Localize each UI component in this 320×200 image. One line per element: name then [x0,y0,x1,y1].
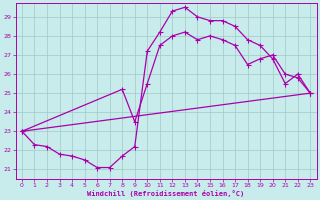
X-axis label: Windchill (Refroidissement éolien,°C): Windchill (Refroidissement éolien,°C) [87,190,245,197]
